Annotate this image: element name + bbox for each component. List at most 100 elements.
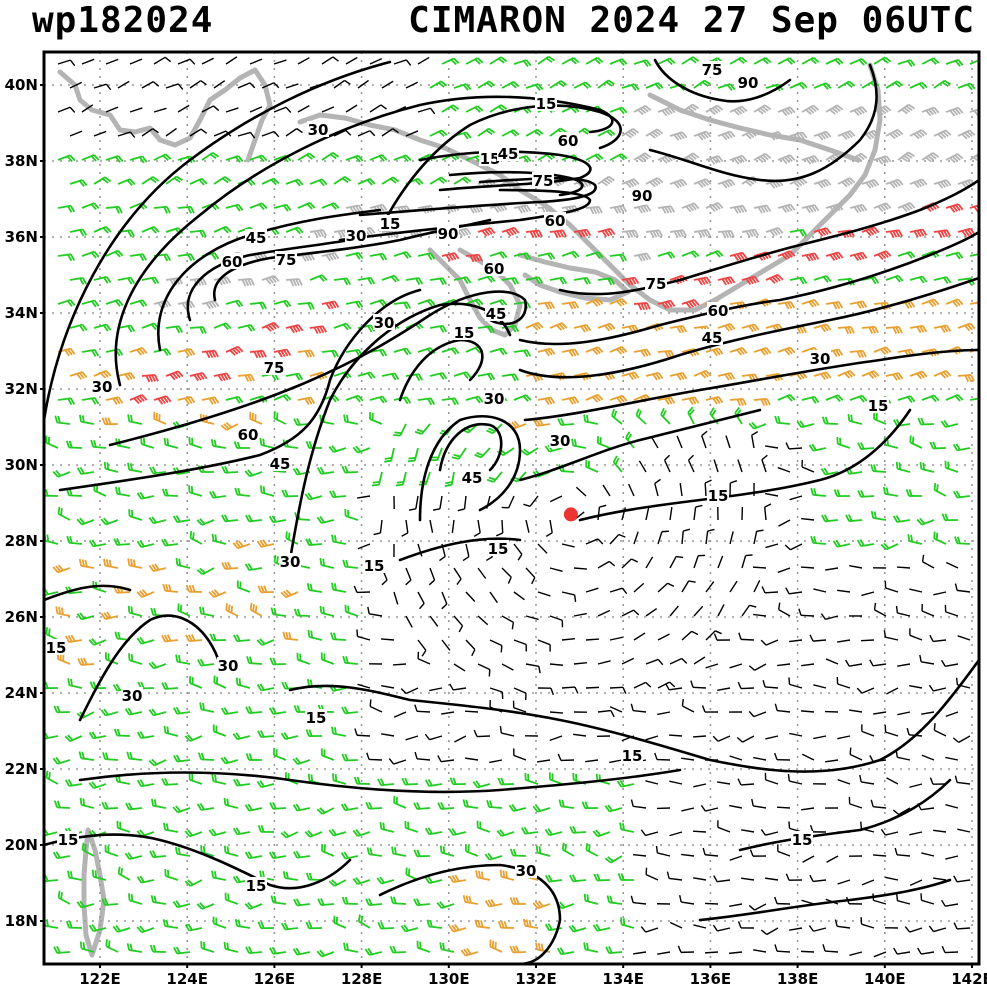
wind-barb <box>669 131 688 141</box>
wind-barb <box>693 130 712 141</box>
wind-barb <box>392 663 407 666</box>
barb-flag <box>762 154 769 161</box>
barb-flag <box>559 277 565 285</box>
barb-staff <box>321 56 334 65</box>
wind-barb <box>692 735 707 738</box>
barb-flag <box>234 156 241 163</box>
barb-flag <box>187 206 192 214</box>
barb-flag <box>187 254 193 262</box>
barb-flag <box>622 254 627 262</box>
barb-flag <box>700 230 706 238</box>
barb-flag <box>78 180 85 187</box>
barb-flag <box>307 629 311 638</box>
barb-flag <box>261 202 268 210</box>
barb-flag <box>688 301 695 308</box>
wind-barb <box>501 81 520 89</box>
barb-flag <box>608 175 615 182</box>
barb-staff <box>153 56 166 65</box>
barb-flag <box>964 229 970 237</box>
barb-flag <box>333 727 337 735</box>
wind-barb <box>765 273 784 284</box>
wind-barb <box>657 57 676 66</box>
barb-flag <box>276 556 279 564</box>
barb-flag <box>547 253 553 261</box>
barb-flag <box>270 276 277 283</box>
barb-flag <box>664 108 671 116</box>
barb-flag <box>625 181 632 189</box>
wind-barb <box>69 179 88 187</box>
wind-barb <box>609 297 628 307</box>
barb-flag <box>915 131 923 138</box>
wind-barb <box>105 155 124 163</box>
wind-barb <box>705 250 724 258</box>
barb-flag <box>798 178 805 186</box>
wind-barb <box>477 80 496 89</box>
barb-flag <box>84 844 87 852</box>
barb-flag <box>512 81 520 88</box>
barb-flag <box>681 178 688 186</box>
barb-flag <box>942 180 949 187</box>
barb-flag <box>380 104 387 110</box>
barb-flag <box>139 156 145 164</box>
barb-flag <box>832 253 838 261</box>
barb-staff <box>704 482 707 497</box>
barb-staff <box>369 104 382 113</box>
barb-flag <box>692 103 699 110</box>
barb-flag <box>79 229 85 237</box>
barb-staff <box>405 81 418 89</box>
barb-staff <box>405 130 419 137</box>
barb-flag <box>489 275 496 282</box>
barb-staff <box>368 758 383 761</box>
barb-flag <box>838 301 844 309</box>
barb-flag <box>618 107 625 115</box>
barb-flag <box>333 300 340 308</box>
barb-flag <box>322 606 326 614</box>
barb-flag <box>173 177 181 183</box>
wind-barb <box>225 203 244 212</box>
barb-flag <box>490 325 495 333</box>
barb-flag <box>438 82 445 88</box>
wind-barb <box>657 106 676 117</box>
barb-flag <box>861 58 868 65</box>
barb-flag <box>570 251 577 259</box>
barb-flag <box>597 298 604 305</box>
wind-barb <box>873 105 892 116</box>
wind-barb <box>729 105 748 116</box>
barb-flag <box>190 206 195 214</box>
wind-barb <box>633 152 652 163</box>
barb-flag <box>476 57 484 64</box>
barb-flag <box>858 154 865 161</box>
barb-staff <box>609 686 624 689</box>
barb-flag <box>297 324 304 332</box>
barb-flag <box>729 83 736 91</box>
barb-flag <box>129 178 136 185</box>
barb-flag <box>594 58 601 65</box>
wind-barb <box>465 105 484 113</box>
barb-flag <box>273 322 280 329</box>
barb-staff <box>273 106 287 113</box>
barb-staff <box>177 104 190 113</box>
barb-flag <box>66 155 73 163</box>
wind-barb <box>81 104 94 113</box>
barb-flag <box>832 205 838 213</box>
wind-barb <box>105 249 124 258</box>
wind-barb <box>765 130 784 141</box>
wind-barb <box>525 229 543 239</box>
barb-flag <box>928 108 935 116</box>
wind-barb <box>669 325 688 334</box>
barb-flag <box>692 56 700 62</box>
barb-flag <box>670 205 676 213</box>
barb-flag <box>440 80 448 87</box>
barb-flag <box>871 277 877 285</box>
barb-flag <box>586 277 592 285</box>
barb-flag <box>200 80 207 86</box>
barb-flag <box>918 130 925 137</box>
barb-flag <box>936 484 939 492</box>
barb-flag <box>222 323 229 331</box>
barb-flag <box>213 105 220 112</box>
graticule <box>44 52 979 964</box>
wind-barb <box>597 175 615 187</box>
barb-flag <box>105 324 112 331</box>
barb-flag <box>438 130 445 137</box>
barb-flag <box>235 204 241 212</box>
